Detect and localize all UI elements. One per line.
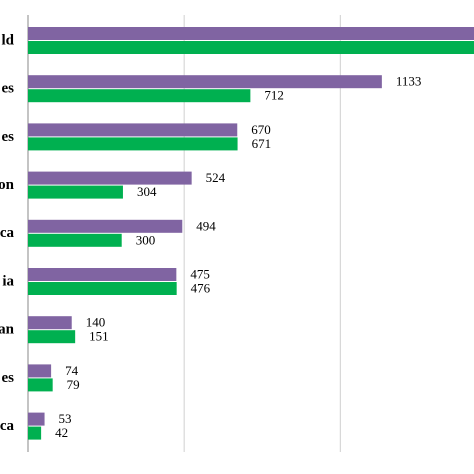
bar (28, 233, 122, 247)
bar (28, 282, 177, 295)
value-label: 151 (89, 329, 109, 344)
bar (28, 123, 238, 137)
category-label: es (2, 129, 15, 145)
bar (28, 41, 474, 54)
value-label: 74 (65, 363, 79, 378)
category-label: on (0, 177, 15, 193)
category-label: ld (1, 32, 14, 48)
value-label: 304 (137, 184, 157, 199)
category-label: an (0, 322, 15, 338)
bar (28, 378, 53, 392)
value-label: 300 (136, 232, 156, 247)
value-label: 670 (251, 122, 270, 137)
value-label: 524 (206, 170, 226, 185)
value-label: 712 (264, 88, 284, 103)
category-label: es (2, 370, 15, 386)
category-label: ca (0, 225, 14, 241)
bar (28, 316, 72, 330)
category-label: es (2, 81, 15, 97)
value-label: 671 (252, 136, 271, 151)
value-label: 42 (55, 425, 68, 440)
bar (28, 219, 183, 233)
bar (28, 185, 123, 199)
bar (28, 330, 76, 344)
value-label: 494 (196, 218, 216, 233)
value-label: 140 (86, 315, 106, 330)
bar (28, 171, 192, 185)
bar (28, 364, 52, 378)
bar (28, 426, 42, 440)
bar (28, 412, 45, 426)
bar (28, 27, 474, 40)
bar (28, 268, 177, 281)
bar (28, 75, 382, 89)
value-label: 53 (59, 411, 72, 426)
value-label: 1133 (396, 74, 422, 89)
category-label: ia (2, 273, 14, 289)
bar (28, 137, 238, 151)
value-label: 475 (190, 266, 210, 281)
value-label: 476 (191, 280, 211, 295)
bar (28, 89, 251, 103)
category-label: ca (0, 418, 14, 434)
value-label: 79 (67, 377, 80, 392)
